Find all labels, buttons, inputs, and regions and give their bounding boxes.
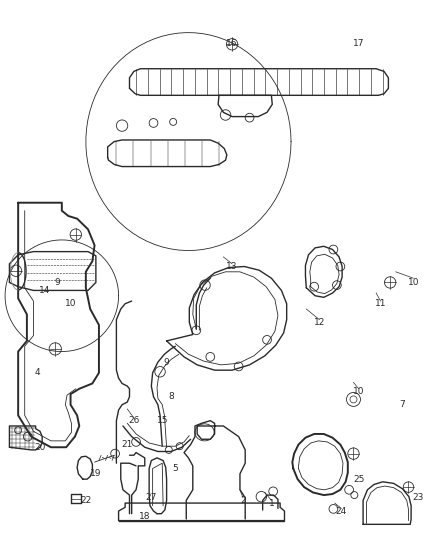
Text: 15: 15 [156, 416, 168, 425]
Text: 21: 21 [122, 440, 133, 449]
Text: 10: 10 [353, 387, 364, 396]
Text: 16: 16 [226, 39, 238, 48]
Text: 19: 19 [90, 470, 102, 478]
Text: 20: 20 [34, 443, 46, 452]
Text: 11: 11 [375, 299, 386, 308]
Text: 24: 24 [336, 506, 347, 515]
Text: 27: 27 [146, 493, 157, 502]
Text: 2: 2 [240, 496, 246, 505]
Text: 9: 9 [164, 358, 170, 367]
Text: 1: 1 [268, 498, 274, 507]
Text: 17: 17 [353, 39, 364, 48]
Text: 4: 4 [35, 368, 41, 377]
Text: 26: 26 [128, 416, 140, 425]
Text: 12: 12 [314, 318, 325, 327]
Text: 8: 8 [168, 392, 174, 401]
Text: 13: 13 [226, 262, 238, 271]
Text: 9: 9 [55, 278, 60, 287]
Text: 23: 23 [412, 493, 424, 502]
Text: 5: 5 [173, 464, 178, 473]
Text: 22: 22 [80, 496, 92, 505]
Text: 25: 25 [353, 475, 364, 483]
Text: 10: 10 [65, 299, 76, 308]
Text: 10: 10 [407, 278, 419, 287]
Text: 14: 14 [39, 286, 50, 295]
Text: 7: 7 [399, 400, 405, 409]
Text: 18: 18 [139, 512, 151, 521]
